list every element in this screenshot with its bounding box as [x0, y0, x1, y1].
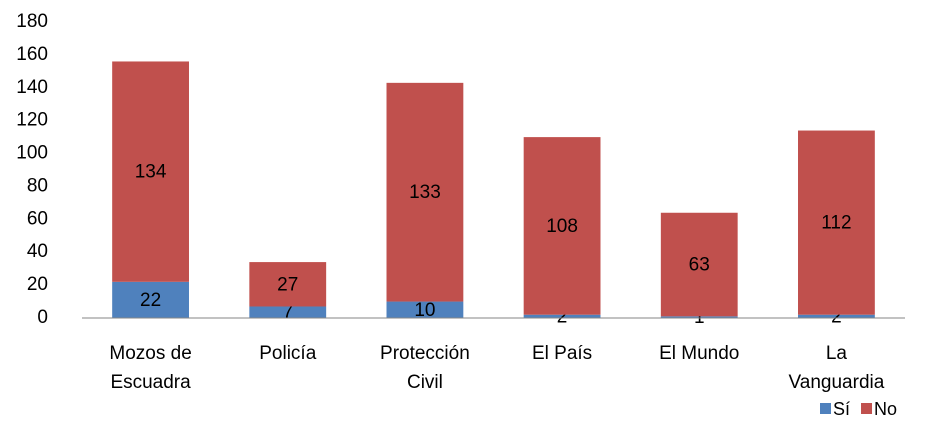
x-tick-label: Mozos de: [109, 343, 191, 364]
x-tick-label: Vanguardia: [789, 372, 885, 393]
data-label: 134: [135, 162, 167, 183]
y-tick-label: 40: [27, 241, 48, 262]
y-tick-label: 0: [37, 307, 48, 328]
y-tick-label: 80: [27, 175, 48, 196]
x-tick-label: La: [826, 343, 848, 364]
x-tick-label: El País: [532, 343, 592, 364]
y-tick-label: 180: [16, 11, 48, 32]
y-tick-label: 120: [16, 110, 48, 131]
bar-segment: [249, 306, 327, 318]
data-label: 108: [546, 216, 578, 237]
bar-segment: [249, 262, 327, 307]
x-tick-label: Escuadra: [110, 372, 191, 393]
bar-segment: [386, 82, 464, 302]
y-tick-label: 160: [16, 44, 48, 65]
y-tick-label: 60: [27, 208, 48, 229]
bar-segment: [112, 281, 189, 318]
legend-label: No: [874, 399, 897, 419]
legend: Sí No: [820, 399, 897, 419]
data-label: 2: [557, 306, 568, 327]
bar-segment: [660, 212, 738, 317]
bar-segment: [523, 137, 601, 315]
data-label: 63: [689, 255, 710, 276]
bar-segment: [523, 314, 601, 318]
bar-segment: [798, 130, 875, 315]
data-label: 27: [277, 274, 298, 295]
bar-segment: [386, 301, 464, 318]
data-label: 112: [821, 213, 851, 234]
data-label: 2: [831, 306, 842, 327]
legend-swatch: [820, 403, 831, 414]
legend-swatch: [861, 403, 873, 414]
y-tick-label: 100: [16, 143, 48, 164]
data-label: 10: [414, 300, 435, 321]
bar-segment: [798, 314, 875, 318]
x-tick-label: Policía: [259, 343, 316, 364]
data-label: 22: [140, 290, 161, 311]
y-tick-label: 20: [27, 274, 48, 295]
x-tick-label: El Mundo: [659, 343, 739, 364]
data-label: 133: [409, 182, 441, 203]
bar-segment: [112, 61, 189, 282]
x-tick-label: Civil: [407, 372, 443, 393]
x-tick-label: Protección: [380, 343, 470, 364]
y-tick-label: 140: [16, 77, 48, 98]
bar-segment: [660, 316, 738, 318]
data-label: 7: [282, 302, 293, 323]
legend-label: Sí: [833, 399, 850, 419]
